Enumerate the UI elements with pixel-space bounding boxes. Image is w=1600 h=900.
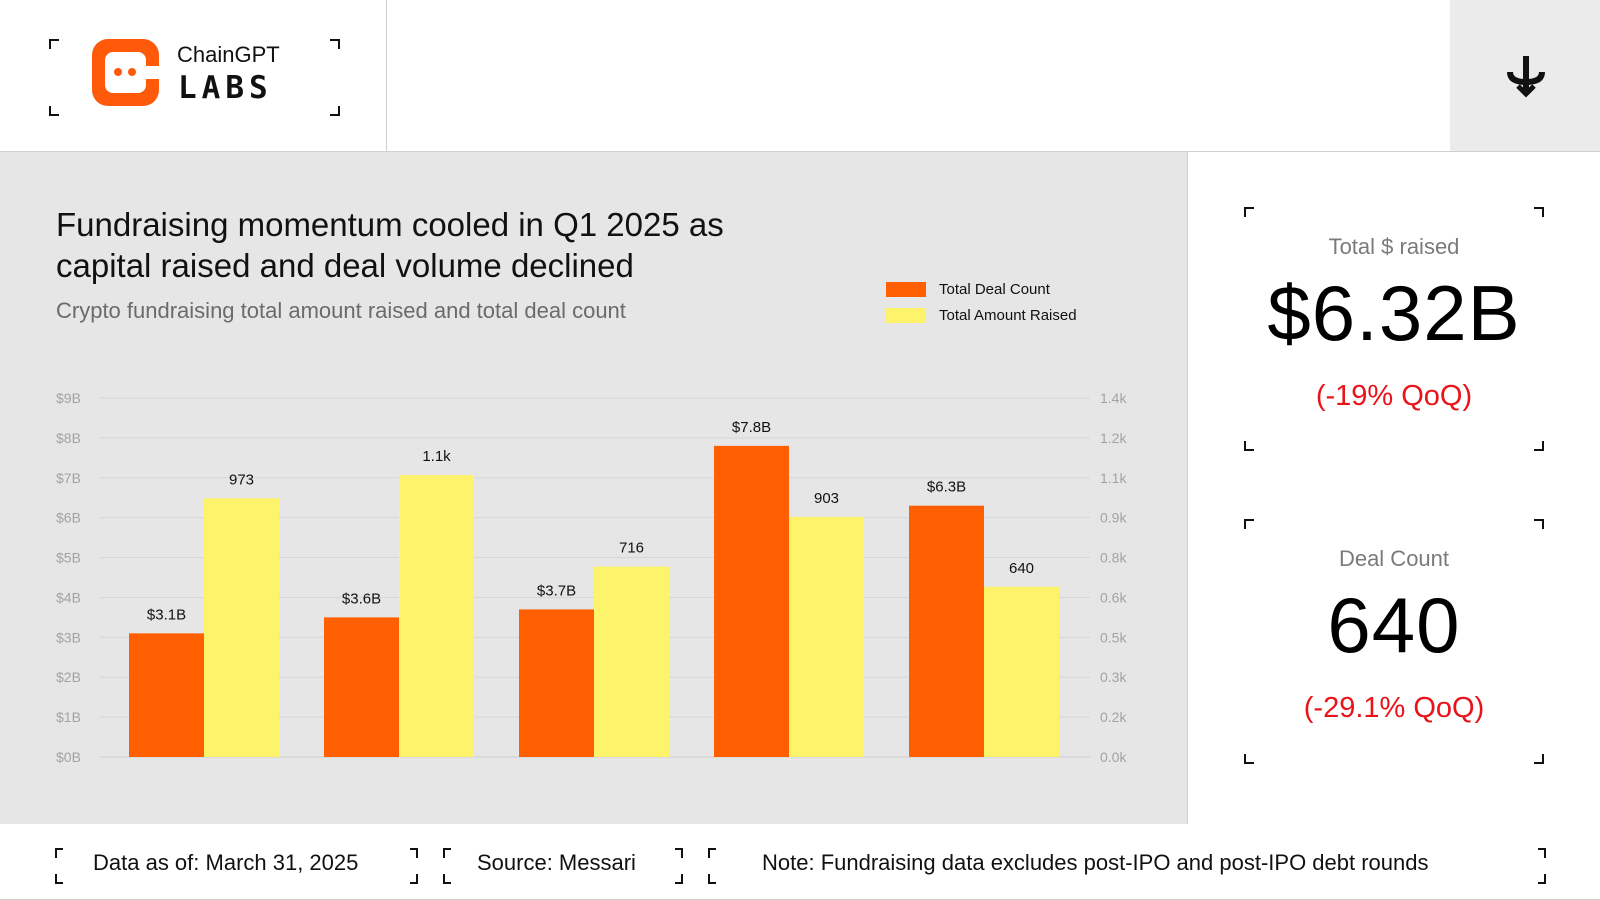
chart-legend: Total Deal Count Total Amount Raised bbox=[886, 276, 1077, 328]
corner-bracket bbox=[675, 848, 683, 858]
bar-label-deal-count: $3.1B bbox=[147, 606, 186, 623]
corner-bracket bbox=[1538, 848, 1546, 858]
bar-label-amount-raised: 973 bbox=[229, 471, 254, 488]
corner-bracket bbox=[410, 848, 418, 858]
kpi-total-raised-value: $6.32B bbox=[1267, 269, 1521, 357]
bar-label-amount-raised: 1.1k bbox=[422, 448, 451, 465]
corner-bracket bbox=[1534, 207, 1544, 217]
corner-bracket bbox=[1538, 874, 1546, 884]
y-tick-left: $8B bbox=[56, 430, 81, 446]
bar-deal-count bbox=[324, 617, 399, 757]
y-tick-right: 0.5k bbox=[1100, 629, 1127, 645]
bar-deal-count bbox=[129, 633, 204, 757]
corner-bracket bbox=[55, 848, 63, 858]
corner-bracket bbox=[708, 874, 716, 884]
bar-deal-count bbox=[909, 505, 984, 757]
data-as-of: Data as of: March 31, 2025 bbox=[93, 850, 359, 875]
y-tick-right: 0.0k bbox=[1100, 749, 1127, 765]
data-source: Source: Messari bbox=[477, 850, 636, 875]
kpi-panel: Total $ raised $6.32B (-19% QoQ) Deal Co… bbox=[1188, 152, 1600, 824]
y-tick-right: 1.1k bbox=[1100, 470, 1127, 486]
bar-amount-raised bbox=[594, 566, 669, 757]
chart-panel: Fundraising momentum cooled in Q1 2025 a… bbox=[0, 152, 1188, 824]
y-tick-left: $6B bbox=[56, 510, 81, 526]
corner-bracket bbox=[1244, 754, 1254, 764]
bar-deal-count bbox=[714, 445, 789, 757]
y-tick-left: $9B bbox=[56, 390, 81, 406]
y-tick-left: $3B bbox=[56, 629, 81, 645]
bar-label-amount-raised: 903 bbox=[814, 490, 839, 507]
legend-swatch-orange bbox=[886, 281, 926, 297]
y-tick-left: $0B bbox=[56, 749, 81, 765]
legend-item-deal-count: Total Deal Count bbox=[886, 276, 1077, 302]
corner-bracket bbox=[1244, 207, 1254, 217]
corner-bracket bbox=[330, 39, 340, 49]
bar-chart: $0B 0.0k $1B 0.2k $2B 0.3k $3B 0.5k $4B 0.6k $5B 0.… bbox=[56, 390, 1127, 765]
bar-label-amount-raised: 640 bbox=[1009, 560, 1034, 577]
y-tick-right: 0.6k bbox=[1100, 589, 1127, 605]
logo[interactable]: ChainGPT LABS bbox=[0, 0, 387, 151]
kpi-total-raised-label: Total $ raised bbox=[1328, 234, 1460, 259]
bar-label-deal-count: $3.6B bbox=[342, 590, 381, 607]
chaingpt-logo-icon bbox=[92, 39, 162, 106]
corner-bracket bbox=[410, 874, 418, 884]
footer: Data as of: March 31, 2025 Source: Messa… bbox=[0, 824, 1600, 900]
kpi-deal-count-label: Deal Count bbox=[1338, 546, 1450, 571]
corner-bracket bbox=[1244, 519, 1254, 529]
y-tick-left: $2B bbox=[56, 669, 81, 685]
bar-label-deal-count: $7.8B bbox=[732, 419, 771, 436]
bar-amount-raised bbox=[204, 498, 279, 757]
corner-bracket bbox=[55, 874, 63, 884]
bar-label-amount-raised: 716 bbox=[619, 540, 644, 557]
y-tick-left: $5B bbox=[56, 550, 81, 566]
y-tick-left: $4B bbox=[56, 589, 81, 605]
bar-amount-raised bbox=[789, 516, 864, 757]
corner-bracket bbox=[49, 39, 59, 49]
chart-subtitle: Crypto fundraising total amount raised a… bbox=[56, 298, 626, 323]
legend-label: Total Deal Count bbox=[939, 280, 1050, 298]
corner-bracket bbox=[1534, 754, 1544, 764]
y-tick-left: $7B bbox=[56, 470, 81, 486]
y-tick-right: 1.2k bbox=[1100, 430, 1127, 446]
corner-bracket bbox=[49, 106, 59, 116]
legend-item-amount-raised: Total Amount Raised bbox=[886, 302, 1077, 328]
y-tick-right: 0.8k bbox=[1100, 550, 1127, 566]
arrow-down-icon bbox=[1507, 56, 1545, 98]
corner-bracket bbox=[443, 874, 451, 884]
brand-name: ChainGPT bbox=[177, 42, 280, 67]
y-tick-left: $1B bbox=[56, 709, 81, 725]
y-tick-right: 0.9k bbox=[1100, 510, 1127, 526]
legend-swatch-yellow bbox=[886, 307, 926, 323]
bar-amount-raised bbox=[399, 475, 474, 757]
y-tick-right: 1.4k bbox=[1100, 390, 1127, 406]
bar-deal-count bbox=[519, 609, 594, 757]
download-button[interactable] bbox=[1450, 0, 1600, 151]
kpi-deal-count-value: 640 bbox=[1327, 581, 1461, 669]
corner-bracket bbox=[443, 848, 451, 858]
kpi-total-raised-change: (-19% QoQ) bbox=[1315, 380, 1473, 412]
y-tick-right: 0.2k bbox=[1100, 709, 1127, 725]
corner-bracket bbox=[1534, 519, 1544, 529]
data-note: Note: Fundraising data excludes post-IPO… bbox=[762, 850, 1429, 875]
legend-label: Total Amount Raised bbox=[939, 306, 1077, 324]
corner-bracket bbox=[1244, 441, 1254, 451]
header: ChainGPT LABS bbox=[0, 0, 1600, 152]
bar-label-deal-count: $6.3B bbox=[927, 479, 966, 496]
corner-bracket bbox=[708, 848, 716, 858]
brand-sub: LABS bbox=[178, 70, 273, 106]
corner-bracket bbox=[675, 874, 683, 884]
kpi-deal-count-change: (-29.1% QoQ) bbox=[1303, 692, 1485, 724]
chart-title: Fundraising momentum cooled in Q1 2025 a… bbox=[56, 206, 724, 284]
corner-bracket bbox=[330, 106, 340, 116]
corner-bracket bbox=[1534, 441, 1544, 451]
bar-amount-raised bbox=[984, 586, 1059, 757]
bar-label-deal-count: $3.7B bbox=[537, 582, 576, 599]
y-tick-right: 0.3k bbox=[1100, 669, 1127, 685]
